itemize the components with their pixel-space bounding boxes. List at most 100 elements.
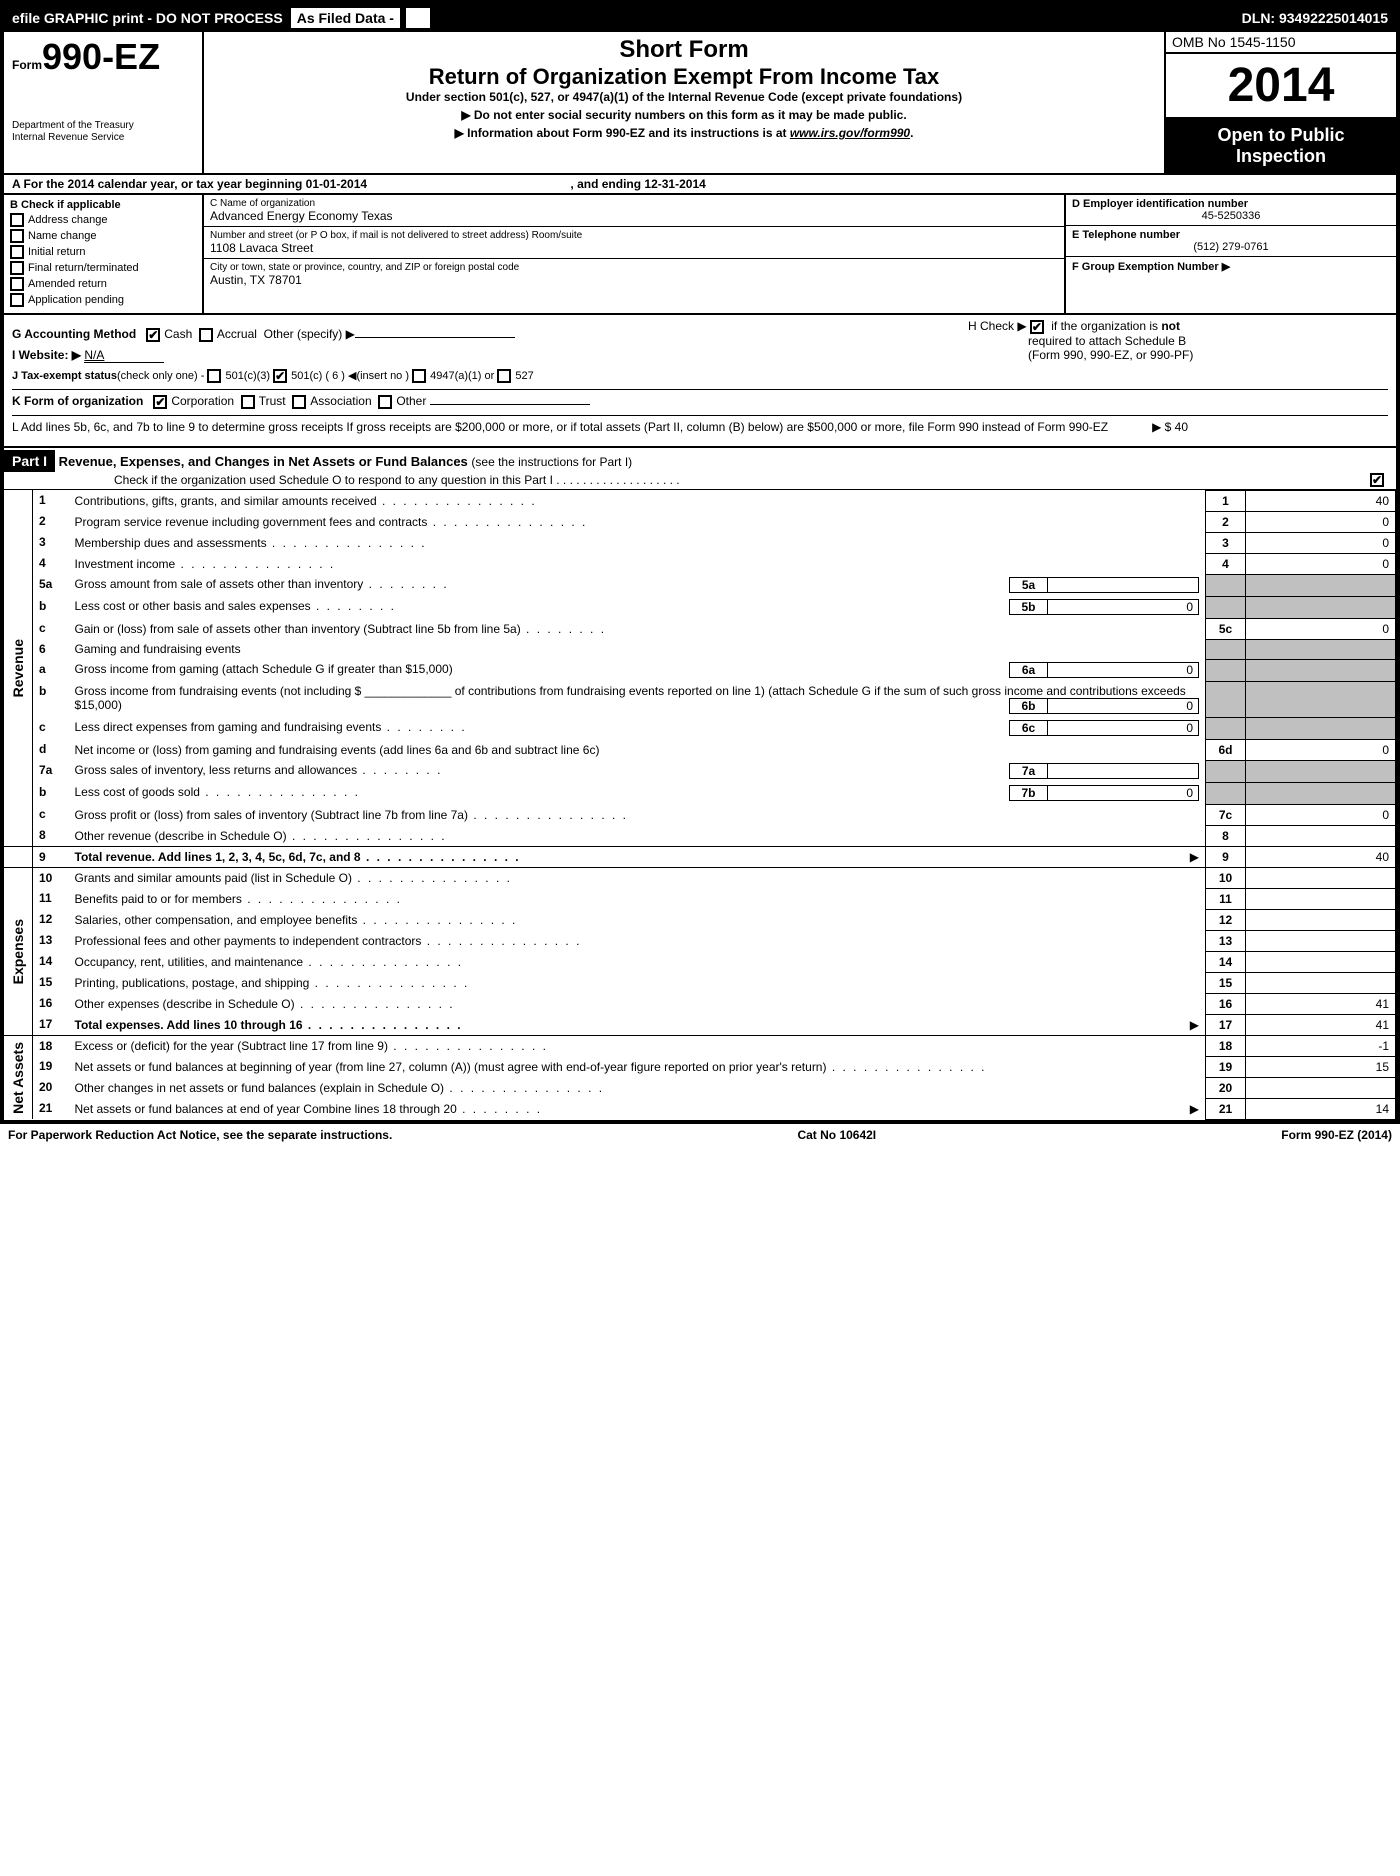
g-accrual: Accrual	[217, 327, 257, 341]
dept-line1: Department of the Treasury	[12, 120, 194, 132]
g-cash: Cash	[164, 327, 192, 341]
note-2: ▶ Information about Form 990-EZ and its …	[214, 126, 1154, 140]
checkbox-icon[interactable]	[10, 293, 24, 307]
h-not: not	[1161, 319, 1180, 333]
irs-link[interactable]: www.irs.gov/form990	[790, 126, 910, 140]
chk-amended: Amended return	[10, 277, 196, 291]
org-name-block: C Name of organization Advanced Energy E…	[204, 195, 1064, 227]
line-k: K Form of organization Corporation Trust…	[12, 389, 1388, 409]
h-text3: required to attach Schedule B	[968, 334, 1186, 348]
checkbox-icon[interactable]	[10, 277, 24, 291]
checkbox-icon[interactable]	[10, 213, 24, 227]
part-i-header: Part I Revenue, Expenses, and Changes in…	[4, 448, 1396, 490]
chk-name: Name change	[10, 229, 196, 243]
phone-label: E Telephone number	[1072, 229, 1390, 241]
part-i-title: Revenue, Expenses, and Changes in Net As…	[59, 454, 468, 469]
tax-year: 2014	[1166, 54, 1396, 119]
col-def: D Employer identification number 45-5250…	[1066, 195, 1396, 313]
ein-label: D Employer identification number	[1072, 198, 1390, 210]
top-bar: efile GRAPHIC print - DO NOT PROCESS As …	[4, 4, 1396, 32]
checkbox-icon[interactable]	[292, 395, 306, 409]
checkbox-icon[interactable]	[10, 229, 24, 243]
footer-left: For Paperwork Reduction Act Notice, see …	[8, 1128, 392, 1142]
city-value: Austin, TX 78701	[210, 273, 1058, 287]
checkbox-checked-icon[interactable]	[1030, 320, 1044, 334]
checkbox-checked-icon[interactable]	[146, 328, 160, 342]
row-a-text: A For the 2014 calendar year, or tax yea…	[12, 177, 367, 191]
section-expenses: Expenses	[10, 919, 26, 984]
group-exempt-label: F Group Exemption Number ▶	[1072, 260, 1390, 273]
g-label: G Accounting Method	[12, 327, 136, 341]
footer-right: Form 990-EZ (2014)	[1281, 1128, 1392, 1142]
part-i-schedo: Check if the organization used Schedule …	[4, 473, 680, 487]
main-title: Return of Organization Exempt From Incom…	[214, 64, 1154, 90]
checkbox-checked-icon[interactable]	[1370, 473, 1384, 487]
ein-block: D Employer identification number 45-5250…	[1066, 195, 1396, 226]
h-text1: H Check ▶	[968, 319, 1027, 333]
i-value: N/A	[84, 348, 164, 363]
j-label: J Tax-exempt status	[12, 370, 117, 382]
dept-block: Department of the Treasury Internal Reve…	[12, 120, 194, 144]
checkbox-icon[interactable]	[10, 261, 24, 275]
address-label: Number and street (or P O box, if mail i…	[210, 230, 1058, 241]
row-a: A For the 2014 calendar year, or tax yea…	[4, 175, 1396, 195]
i-label: I Website: ▶	[12, 348, 81, 362]
line-j: J Tax-exempt status(check only one) - 50…	[12, 369, 1388, 383]
asfiled-box: As Filed Data -	[291, 8, 400, 28]
l-text: L Add lines 5b, 6c, and 7b to line 9 to …	[12, 420, 1108, 434]
chk-address: Address change	[10, 213, 196, 227]
row-a-end: , and ending 12-31-2014	[570, 177, 705, 191]
inspect-line1: Open to Public	[1172, 125, 1390, 146]
section-netassets: Net Assets	[10, 1042, 26, 1114]
checkbox-icon[interactable]	[10, 245, 24, 259]
omb-number: OMB No 1545-1150	[1166, 32, 1396, 54]
l-amount: ▶ $ 40	[1152, 420, 1188, 434]
address-value: 1108 Lavaca Street	[210, 241, 1058, 255]
col-c: C Name of organization Advanced Energy E…	[204, 195, 1066, 313]
form-page: efile GRAPHIC print - DO NOT PROCESS As …	[0, 0, 1400, 1124]
header-block: Form990-EZ Department of the Treasury In…	[4, 32, 1396, 175]
page-footer: For Paperwork Reduction Act Notice, see …	[0, 1124, 1400, 1146]
part-i-bar: Part I	[4, 450, 55, 472]
phone-block: E Telephone number (512) 279-0761	[1066, 226, 1396, 257]
checkbox-icon[interactable]	[207, 369, 221, 383]
checkbox-checked-icon[interactable]	[273, 369, 287, 383]
city-label: City or town, state or province, country…	[210, 262, 1058, 273]
chk-final: Final return/terminated	[10, 261, 196, 275]
col-b: B Check if applicable Address change Nam…	[4, 195, 204, 313]
header-left: Form990-EZ Department of the Treasury In…	[4, 32, 204, 173]
checkbox-icon[interactable]	[199, 328, 213, 342]
h-text2: if the organization is	[1051, 319, 1158, 333]
checkbox-icon[interactable]	[378, 395, 392, 409]
checkbox-icon[interactable]	[412, 369, 426, 383]
short-form-title: Short Form	[214, 36, 1154, 64]
phone-value: (512) 279-0761	[1072, 241, 1390, 253]
city-block: City or town, state or province, country…	[204, 259, 1064, 290]
footer-mid: Cat No 10642I	[797, 1128, 876, 1142]
checkbox-icon[interactable]	[497, 369, 511, 383]
line-table: Revenue 1Contributions, gifts, grants, a…	[4, 490, 1396, 1120]
group-exempt-block: F Group Exemption Number ▶	[1066, 257, 1396, 276]
h-box: H Check ▶ if the organization is not req…	[968, 319, 1388, 362]
header-mid: Short Form Return of Organization Exempt…	[204, 32, 1166, 173]
org-name-value: Advanced Energy Economy Texas	[210, 209, 1058, 223]
section-revenue: Revenue	[10, 639, 26, 697]
asfiled-extra-box	[406, 8, 430, 28]
form-num: 990-EZ	[42, 36, 160, 77]
h-text4: (Form 990, 990-EZ, or 990-PF)	[968, 348, 1193, 362]
efile-label: efile GRAPHIC print - DO NOT PROCESS	[4, 10, 291, 26]
address-block: Number and street (or P O box, if mail i…	[204, 227, 1064, 259]
dept-line2: Internal Revenue Service	[12, 132, 194, 144]
form-prefix: Form	[12, 58, 42, 72]
note-1: ▶ Do not enter social security numbers o…	[214, 108, 1154, 122]
chk-initial: Initial return	[10, 245, 196, 259]
j-note: (check only one) -	[117, 370, 204, 382]
g-other: Other (specify) ▶	[264, 327, 355, 341]
header-right: OMB No 1545-1150 2014 Open to Public Ins…	[1166, 32, 1396, 173]
checkbox-checked-icon[interactable]	[153, 395, 167, 409]
note-2-pre: ▶ Information about Form 990-EZ and its …	[455, 126, 790, 140]
g-other-fill	[355, 337, 515, 338]
checkbox-icon[interactable]	[241, 395, 255, 409]
sub-title: Under section 501(c), 527, or 4947(a)(1)…	[214, 90, 1154, 104]
bf-block: B Check if applicable Address change Nam…	[4, 195, 1396, 315]
